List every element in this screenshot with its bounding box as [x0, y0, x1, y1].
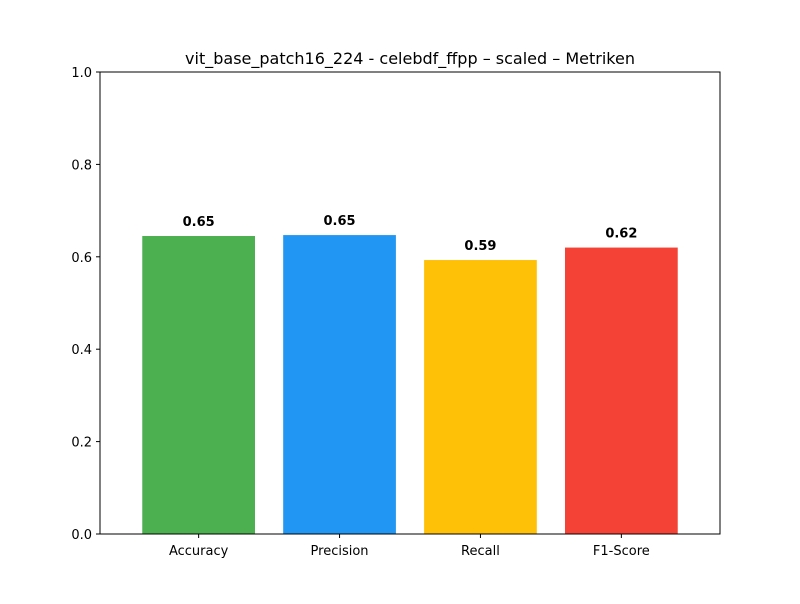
x-axis: Accuracy Precision Recall F1-Score: [169, 534, 650, 559]
value-labels-layer: 0.65 0.65 0.59 0.62: [183, 214, 638, 254]
x-tick-label-f1-score: F1-Score: [593, 544, 650, 559]
value-label-precision: 0.65: [324, 214, 356, 229]
value-label-f1-score: 0.62: [605, 227, 637, 242]
bar-f1-score: [565, 247, 678, 534]
bar-recall: [424, 260, 537, 534]
y-tick-label: 1.0: [71, 66, 92, 81]
y-tick-label: 0.6: [71, 251, 92, 266]
bar-precision: [283, 235, 396, 534]
x-tick-label-precision: Precision: [311, 544, 369, 559]
value-label-accuracy: 0.65: [183, 215, 215, 230]
value-label-recall: 0.59: [464, 239, 496, 254]
plot-area-frame: [99, 71, 721, 535]
y-axis: 0.0 0.2 0.4 0.6 0.8 1.0: [71, 66, 100, 543]
chart-title: vit_base_patch16_224 - celebdf_ffpp – sc…: [185, 49, 635, 69]
y-tick-label: 0.4: [71, 343, 92, 358]
bar-accuracy: [142, 236, 255, 534]
y-tick-label: 0.8: [71, 158, 92, 173]
bars-layer: [142, 235, 678, 534]
x-tick-label-accuracy: Accuracy: [169, 544, 229, 559]
y-tick-label: 0.2: [71, 436, 92, 451]
y-tick-label: 0.0: [71, 528, 92, 543]
x-tick-label-recall: Recall: [461, 544, 500, 559]
